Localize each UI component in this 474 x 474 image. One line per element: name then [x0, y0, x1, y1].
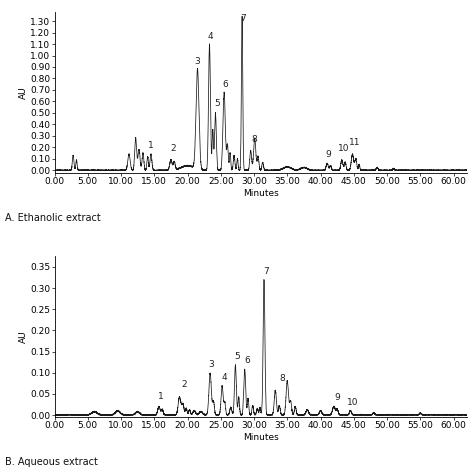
X-axis label: Minutes: Minutes [243, 433, 279, 442]
Text: 2: 2 [182, 380, 187, 389]
Text: 3: 3 [208, 360, 214, 369]
Text: 7: 7 [240, 14, 246, 23]
Text: A. Ethanolic extract: A. Ethanolic extract [5, 213, 100, 223]
Text: 6: 6 [223, 80, 228, 89]
Text: 5: 5 [214, 100, 219, 109]
Text: 3: 3 [195, 57, 201, 66]
Text: 9: 9 [334, 393, 340, 402]
Text: 11: 11 [349, 138, 361, 147]
Text: 4: 4 [208, 32, 214, 41]
Text: 9: 9 [326, 150, 331, 159]
Text: 8: 8 [279, 374, 285, 383]
Text: 1: 1 [158, 392, 164, 401]
Text: 5: 5 [235, 352, 240, 361]
Y-axis label: AU: AU [18, 330, 27, 343]
Text: 6: 6 [245, 356, 250, 365]
Text: 8: 8 [251, 135, 257, 144]
Text: 4: 4 [221, 373, 227, 382]
Text: 2: 2 [170, 144, 176, 153]
X-axis label: Minutes: Minutes [243, 189, 279, 198]
Y-axis label: AU: AU [18, 86, 27, 99]
Text: B. Aqueous extract: B. Aqueous extract [5, 457, 98, 467]
Text: 7: 7 [263, 267, 269, 276]
Text: 10: 10 [338, 144, 350, 153]
Text: 1: 1 [148, 141, 154, 150]
Text: 10: 10 [347, 398, 358, 407]
